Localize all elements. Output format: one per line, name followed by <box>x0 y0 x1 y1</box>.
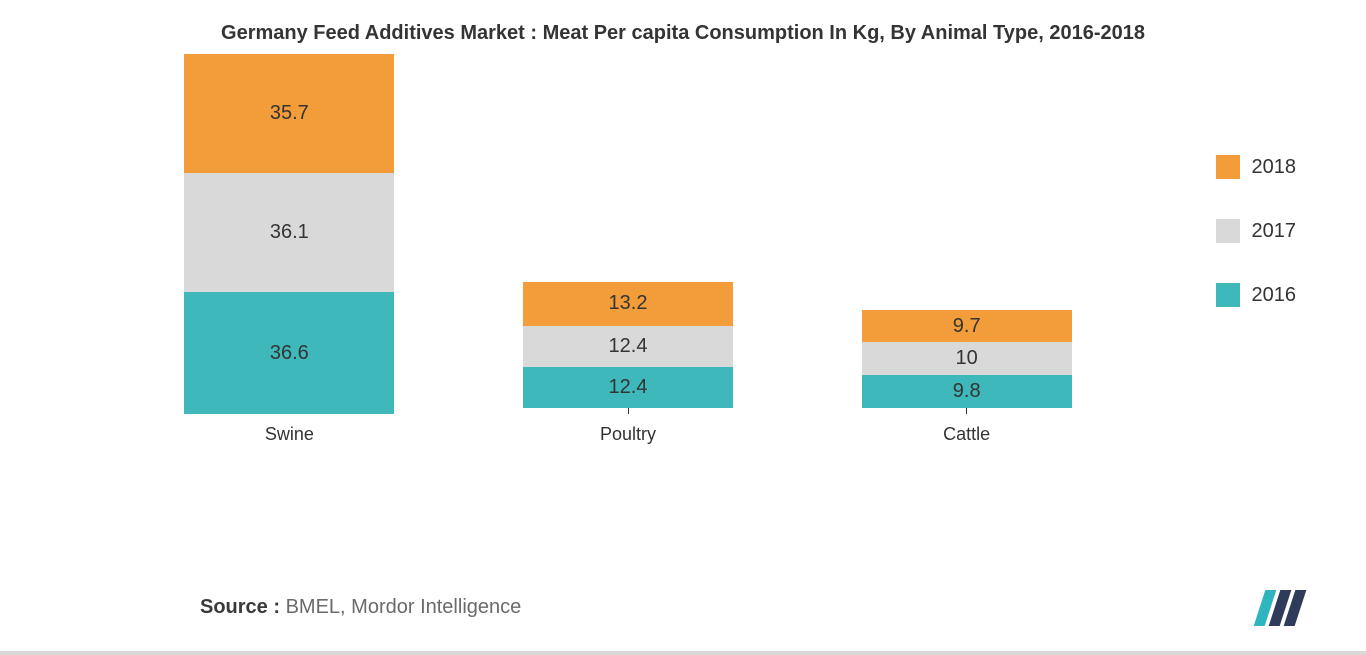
legend-label: 2016 <box>1252 284 1297 307</box>
category-label: Cattle <box>943 424 990 445</box>
bar-stack: 13.2 12.4 12.4 <box>523 282 733 408</box>
legend-label: 2018 <box>1252 156 1297 179</box>
legend-swatch <box>1216 283 1240 307</box>
bar-segment-2018: 13.2 <box>523 282 733 326</box>
chart-title: Germany Feed Additives Market : Meat Per… <box>0 0 1366 55</box>
bar-segment-2016: 36.6 <box>184 292 394 414</box>
bar-stack: 9.7 10 9.8 <box>862 310 1072 408</box>
bar-segment-2018: 9.7 <box>862 310 1072 342</box>
axis-tick <box>628 408 629 414</box>
chart-plot-area: 35.7 36.1 36.6 Swine 13.2 12.4 12.4 Poul… <box>0 55 1366 475</box>
source-text: BMEL, Mordor Intelligence <box>280 596 521 618</box>
legend-item-2016: 2016 <box>1216 283 1297 307</box>
bar-segment-2017: 36.1 <box>184 173 394 293</box>
category-label: Swine <box>265 424 314 445</box>
axis-tick <box>966 408 967 414</box>
bar-segment-2016: 9.8 <box>862 375 1072 408</box>
legend-item-2017: 2017 <box>1216 219 1297 243</box>
bar-segment-2017: 12.4 <box>523 326 733 367</box>
source-prefix: Source : <box>200 596 280 618</box>
bar-group-cattle: 9.7 10 9.8 Cattle <box>797 55 1136 445</box>
bottom-border <box>0 651 1366 655</box>
legend-swatch <box>1216 219 1240 243</box>
bar-segment-2018: 35.7 <box>184 54 394 173</box>
source-attribution: Source : BMEL, Mordor Intelligence <box>200 596 521 619</box>
legend-label: 2017 <box>1252 220 1297 243</box>
legend-swatch <box>1216 155 1240 179</box>
category-label: Poultry <box>600 424 656 445</box>
bar-segment-2017: 10 <box>862 342 1072 375</box>
mordor-logo-icon <box>1252 588 1320 633</box>
legend: 2018 2017 2016 <box>1216 155 1297 307</box>
bar-stack: 35.7 36.1 36.6 <box>184 54 394 414</box>
legend-item-2018: 2018 <box>1216 155 1297 179</box>
bar-group-poultry: 13.2 12.4 12.4 Poultry <box>459 55 798 445</box>
bar-group-swine: 35.7 36.1 36.6 Swine <box>120 55 459 445</box>
bar-segment-2016: 12.4 <box>523 367 733 408</box>
